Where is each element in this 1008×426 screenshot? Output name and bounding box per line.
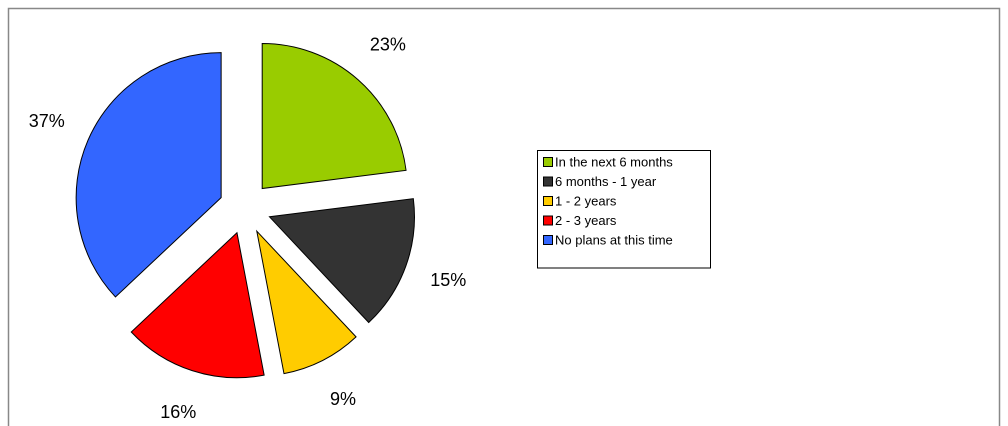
data-label: 9% [330,389,356,409]
pie-slice [130,231,265,379]
legend-swatch [543,235,553,245]
legend-label: No plans at this time [555,232,673,247]
pie-slice [75,52,222,298]
data-label: 15% [430,270,466,290]
data-label: 37% [29,111,65,131]
legend-label: 6 months - 1 year [555,174,657,189]
legend-swatch [543,196,553,206]
legend-box [537,150,711,269]
legend-label: In the next 6 months [555,154,673,169]
legend-swatch [543,157,553,167]
pie-slice [261,42,407,190]
legend-swatch [543,176,553,187]
data-label: 16% [160,402,196,422]
legend-swatch [543,215,553,226]
legend-label: 1 - 2 years [555,193,617,208]
pie-slice [268,198,415,324]
legend-label: 2 - 3 years [555,213,617,228]
pie-slice [255,229,357,375]
data-label: 23% [370,35,406,55]
